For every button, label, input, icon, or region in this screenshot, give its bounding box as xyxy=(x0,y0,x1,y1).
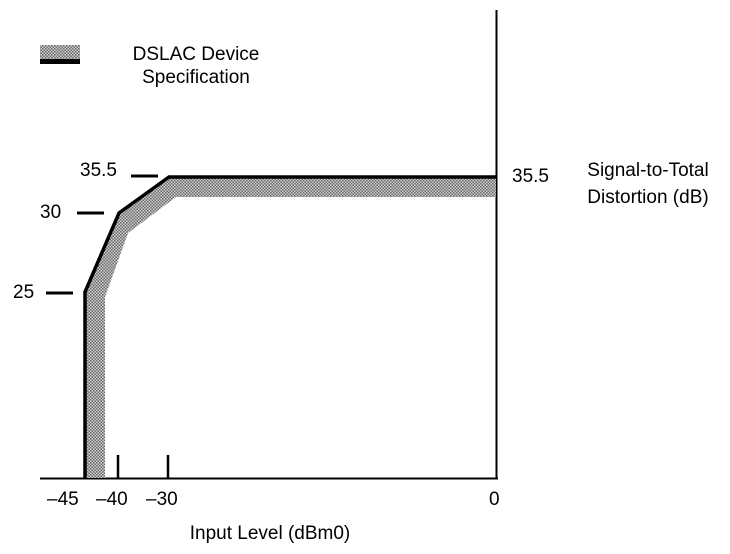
x-tick-label-minus-30: –30 xyxy=(146,489,178,510)
legend-swatch xyxy=(40,45,80,64)
y-axis-title-line2: Distortion (dB) xyxy=(587,187,709,208)
x-tick-label-0: 0 xyxy=(489,489,500,510)
specification-band xyxy=(85,177,496,478)
legend-label-line1: DSLAC Device xyxy=(132,44,260,65)
legend-label-line2: Specification xyxy=(142,67,250,88)
x-tick-label-minus-40: –40 xyxy=(96,489,128,510)
y-tick-label-25: 25 xyxy=(13,282,35,303)
x-tick-label-minus-45: –45 xyxy=(47,489,79,510)
right-axis-value-label: 35.5 xyxy=(512,166,549,187)
x-axis-title: Input Level (dBm0) xyxy=(189,523,351,544)
specification-line xyxy=(83,175,496,478)
y-axis-title-line1: Signal-to-Total xyxy=(587,160,709,181)
y-tick-label-30: 30 xyxy=(40,202,62,223)
y-axis-title: Signal-to-Total Distortion (dB) xyxy=(566,157,730,211)
y-tick-label-35-5: 35.5 xyxy=(80,160,117,181)
legend-label: DSLAC Device Specification xyxy=(106,43,286,89)
